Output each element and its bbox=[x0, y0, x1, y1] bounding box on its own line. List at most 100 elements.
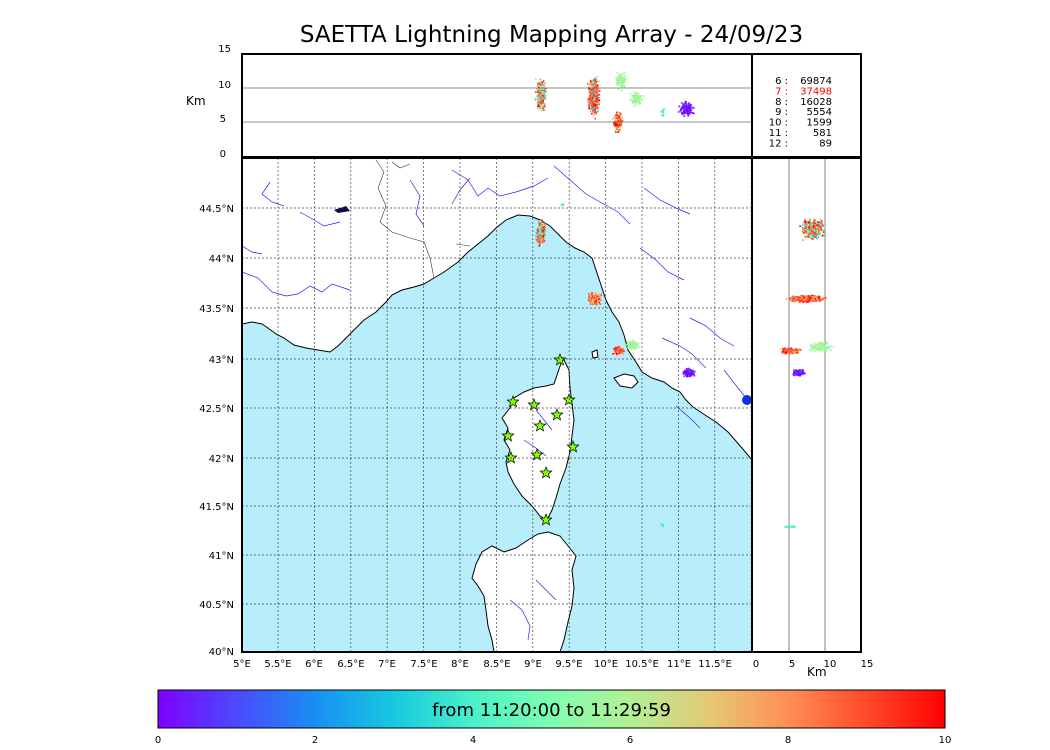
map-lightning-source bbox=[630, 343, 632, 346]
side-panel-source bbox=[797, 374, 799, 376]
top-panel-source bbox=[597, 110, 599, 112]
side-panel-source bbox=[808, 228, 810, 231]
top-panel-source bbox=[635, 100, 638, 103]
side-panel-source bbox=[816, 237, 818, 240]
top-panel-source bbox=[690, 109, 693, 111]
top-panel-source bbox=[542, 81, 544, 84]
top-panel-source bbox=[538, 107, 541, 110]
map-lightning-source bbox=[689, 375, 691, 377]
map-lightning-source bbox=[636, 345, 638, 348]
top-panel-source bbox=[616, 123, 619, 126]
top-panel-source bbox=[634, 99, 636, 102]
map-lightning-source bbox=[693, 374, 696, 377]
side-panel-source bbox=[821, 224, 823, 226]
map-lightning-source bbox=[541, 222, 544, 224]
top-panel-source bbox=[593, 109, 595, 111]
side-panel-source bbox=[814, 342, 816, 345]
side-panel-source bbox=[809, 297, 811, 299]
mainland-land bbox=[242, 158, 752, 461]
side-panel-source bbox=[809, 223, 812, 225]
side-panel-source bbox=[797, 298, 799, 301]
top-panel-source bbox=[620, 80, 623, 82]
side-panel-source bbox=[812, 223, 815, 225]
map-lightning-source bbox=[613, 348, 615, 350]
side-panel-source bbox=[808, 226, 810, 229]
top-panel-source bbox=[617, 116, 620, 119]
top-panel-source bbox=[596, 75, 598, 78]
top-panel-source bbox=[621, 76, 624, 79]
top-panel-source bbox=[589, 107, 592, 110]
map-lightning-source bbox=[595, 301, 598, 303]
side-panel-source bbox=[784, 352, 787, 355]
side-panel-source bbox=[806, 230, 808, 232]
alt-tick-5: 5 bbox=[220, 114, 226, 125]
top-panel-source bbox=[534, 98, 537, 101]
side-panel-source bbox=[810, 230, 812, 233]
top-panel-source bbox=[619, 73, 621, 75]
top-panel-source bbox=[622, 84, 625, 87]
altitude-bin-label: 11 : bbox=[769, 128, 788, 139]
side-panel-source bbox=[798, 297, 800, 300]
map-lightning-source bbox=[661, 524, 664, 527]
side-panel-source bbox=[804, 236, 806, 238]
altitude-bin-count: 581 bbox=[813, 128, 832, 139]
top-panel-source bbox=[594, 94, 596, 96]
side-panel-source bbox=[811, 300, 814, 303]
station-star-icon bbox=[533, 419, 547, 432]
side-panel-source bbox=[825, 349, 828, 352]
top-panel-source bbox=[623, 72, 626, 74]
top-panel-source bbox=[612, 117, 615, 119]
map-lightning-source bbox=[631, 345, 633, 348]
lma-stations bbox=[501, 353, 580, 526]
top-panel-source bbox=[619, 82, 621, 84]
side-panel-frame bbox=[751, 157, 862, 653]
side-panel-source bbox=[799, 374, 801, 377]
altitude-bin-label: 10 : bbox=[769, 118, 788, 129]
top-panel-source bbox=[591, 98, 593, 101]
top-panel-source bbox=[622, 82, 624, 85]
rivers bbox=[242, 165, 747, 641]
top-panel-source bbox=[543, 106, 546, 108]
sardinia-land bbox=[471, 531, 577, 652]
map-lightning-source bbox=[637, 342, 640, 345]
map-lightning-source bbox=[619, 347, 622, 350]
top-panel-source bbox=[618, 118, 621, 121]
top-panel-source bbox=[593, 112, 596, 115]
side-panel-source bbox=[813, 346, 816, 348]
top-panel-source bbox=[596, 101, 599, 103]
side-panel-source bbox=[809, 228, 812, 230]
map-lightning-source bbox=[598, 301, 600, 304]
top-panel-source bbox=[541, 88, 543, 91]
side-panel-source bbox=[811, 346, 814, 348]
lat-tick-42: 42°N bbox=[209, 454, 234, 465]
top-panel-source bbox=[590, 104, 592, 107]
top-panel-source bbox=[662, 111, 664, 113]
map-lightning-source bbox=[686, 374, 688, 376]
top-panel-source bbox=[620, 113, 622, 115]
top-panel-source bbox=[595, 84, 597, 86]
map-lightning-source bbox=[595, 296, 597, 299]
lon-tick-8-5: 8.5°E bbox=[483, 659, 510, 670]
side-panel-source bbox=[814, 350, 816, 352]
altitude-bin-count: 5554 bbox=[807, 107, 832, 118]
top-panel-source bbox=[545, 87, 547, 90]
map-lightning-source bbox=[593, 298, 596, 301]
map-lightning-source bbox=[632, 347, 634, 349]
map-lightning-source bbox=[540, 229, 543, 231]
side-panel-source bbox=[809, 220, 811, 223]
top-panel-source bbox=[689, 111, 692, 113]
map-lightning-source bbox=[540, 240, 543, 242]
map-lightning-source bbox=[590, 292, 593, 295]
top-panel-source bbox=[690, 104, 692, 106]
top-panel-source bbox=[598, 103, 601, 105]
top-panel-source bbox=[542, 94, 544, 97]
top-panel-source bbox=[537, 97, 540, 99]
map-lightning-source bbox=[630, 342, 633, 345]
map-lightning-source bbox=[598, 293, 600, 296]
side-panel-source bbox=[818, 295, 821, 298]
top-panel-source bbox=[543, 89, 546, 91]
map-lightning-source bbox=[613, 351, 616, 354]
side-panel-source bbox=[808, 225, 811, 227]
side-panel-source bbox=[822, 231, 825, 234]
top-panel-source bbox=[635, 93, 637, 96]
